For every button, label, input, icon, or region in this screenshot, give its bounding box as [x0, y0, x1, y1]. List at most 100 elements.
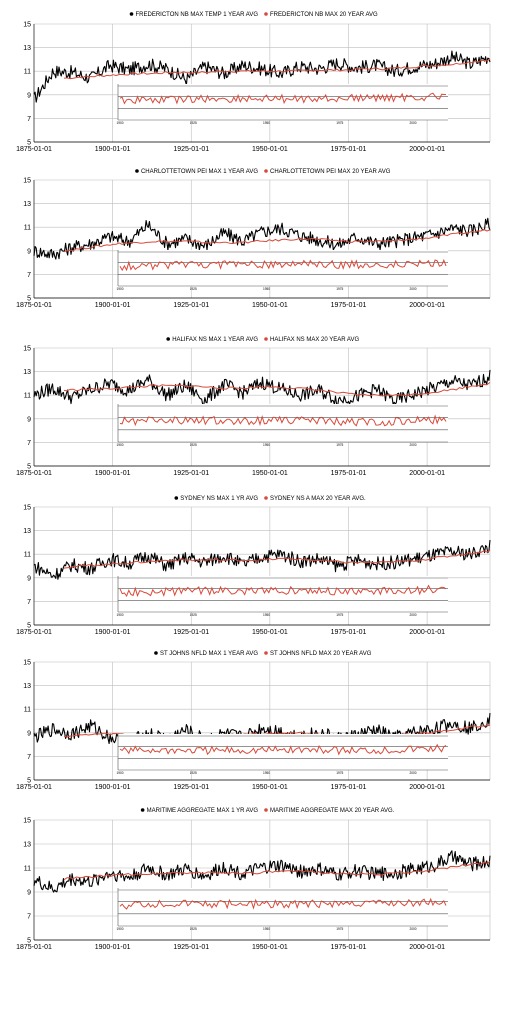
- inset-x-tick-label: 1975: [336, 287, 343, 291]
- y-tick-label: 5: [27, 623, 31, 630]
- inset-x-tick-label: 1950: [263, 443, 270, 447]
- series-1yr-avg-line: [33, 713, 491, 748]
- x-tick-label: 1925-01-01: [173, 470, 209, 477]
- inset-x-tick-label: 2000: [409, 771, 416, 775]
- legend: HALIFAX NS MAX 1 YEAR AVG HALIFAX NS MAX …: [166, 337, 359, 343]
- legend-marker-1: [166, 337, 170, 341]
- legend: FREDERICTON NB MAX TEMP 1 YEAR AVG FREDER…: [129, 12, 378, 18]
- x-tick-label: 1925-01-01: [173, 784, 209, 791]
- x-tick-label: 1925-01-01: [173, 944, 209, 951]
- y-tick-label: 9: [27, 416, 31, 423]
- inset-background: [118, 84, 448, 120]
- inset-x-tick-label: 1925: [190, 613, 197, 617]
- inset-series-line: [119, 92, 447, 105]
- y-tick-label: 7: [27, 599, 31, 606]
- y-tick-label: 11: [24, 707, 31, 714]
- inset-x-tick-label: 1900: [116, 613, 123, 617]
- y-tick-label: 5: [27, 464, 31, 471]
- legend-series-1: ST JOHNS NFLD MAX 1 YEAR AVG: [160, 651, 258, 657]
- x-tick-label: 1950-01-01: [252, 944, 288, 951]
- y-tick-label: 5: [27, 778, 31, 785]
- inset-x-tick-label: 1950: [263, 287, 270, 291]
- series-1yr-avg-line: [33, 50, 491, 103]
- x-tick-label: 2000-01-01: [409, 629, 445, 636]
- y-tick-label: 15: [23, 178, 31, 185]
- inset-x-tick-label: 1900: [116, 121, 123, 125]
- legend-series-2: CHARLOTTETOWN PEI MAX 20 YEAR AVG: [270, 169, 391, 175]
- y-tick-label: 13: [23, 528, 31, 535]
- x-tick-label: 2000-01-01: [409, 784, 445, 791]
- x-tick-label: 1950-01-01: [252, 470, 288, 477]
- inset-x-tick-label: 1900: [116, 443, 123, 447]
- legend-marker-2: [264, 169, 268, 173]
- chart-panel-4: SYDNEY NS MAX 1 YR AVG SYDNEY NS A MAX 20…: [16, 496, 491, 636]
- inset-chart: 1900 1925 1950 1975 2000: [116, 734, 448, 775]
- x-tick-label: 1950-01-01: [252, 629, 288, 636]
- inset-background: [118, 576, 448, 612]
- inset-chart: 1900 1925 1950 1975 2000: [116, 404, 448, 447]
- inset-x-tick-label: 1900: [116, 287, 123, 291]
- x-tick-label: 1875-01-01: [16, 944, 52, 951]
- y-tick-label: 13: [23, 201, 31, 208]
- inset-background: [118, 404, 448, 442]
- x-tick-label: 1925-01-01: [173, 146, 209, 153]
- inset-x-tick-label: 1950: [263, 927, 270, 931]
- inset-x-tick-label: 2000: [409, 613, 416, 617]
- x-tick-label: 1900-01-01: [95, 146, 131, 153]
- inset-x-tick-label: 1950: [263, 771, 270, 775]
- x-tick-label: 1975-01-01: [331, 470, 367, 477]
- legend-series-2: SYDNEY NS A MAX 20 YEAR AVG.: [270, 496, 366, 502]
- chart-panel-6: MARITIME AGGREGATE MAX 1 YR AVG MARITIME …: [16, 808, 491, 951]
- inset-background: [118, 250, 448, 286]
- legend-marker-2: [264, 808, 268, 812]
- legend-series-1: MARITIME AGGREGATE MAX 1 YR AVG: [147, 808, 259, 814]
- y-tick-label: 13: [23, 45, 31, 52]
- y-tick-label: 11: [24, 69, 31, 76]
- x-tick-label: 1875-01-01: [16, 470, 52, 477]
- series-1yr-avg-line: [33, 369, 491, 407]
- x-tick-label: 1975-01-01: [331, 302, 367, 309]
- x-tick-label: 1925-01-01: [173, 629, 209, 636]
- x-tick-label: 1950-01-01: [252, 302, 288, 309]
- legend: CHARLOTTETOWN PEI MAX 1 YEAR AVG CHARLOTT…: [135, 169, 391, 175]
- x-tick-label: 1900-01-01: [95, 470, 131, 477]
- y-tick-label: 13: [23, 369, 31, 376]
- x-tick-label: 1875-01-01: [16, 784, 52, 791]
- series-20yr-avg-line: [63, 58, 491, 80]
- series-1yr-avg-line: [33, 217, 491, 260]
- inset-series-line: [119, 584, 447, 598]
- legend-marker-2: [264, 12, 268, 16]
- legend-marker-2: [264, 496, 268, 500]
- inset-background: [118, 888, 448, 926]
- y-tick-label: 7: [27, 272, 31, 279]
- inset-x-tick-label: 1975: [336, 927, 343, 931]
- x-tick-label: 1900-01-01: [95, 944, 131, 951]
- inset-x-tick-label: 1900: [116, 927, 123, 931]
- x-tick-label: 2000-01-01: [409, 302, 445, 309]
- legend-series-1: FREDERICTON NB MAX TEMP 1 YEAR AVG: [136, 12, 259, 18]
- inset-x-tick-label: 1925: [190, 121, 197, 125]
- y-tick-label: 7: [27, 914, 31, 921]
- inset-x-tick-label: 1975: [336, 443, 343, 447]
- legend-series-1: CHARLOTTETOWN PEI MAX 1 YEAR AVG: [141, 169, 258, 175]
- x-tick-label: 2000-01-01: [409, 944, 445, 951]
- y-tick-label: 9: [27, 575, 31, 582]
- legend: SYDNEY NS MAX 1 YR AVG SYDNEY NS A MAX 20…: [174, 496, 366, 502]
- inset-chart: 1900 1925 1950 1975 2000: [116, 888, 448, 931]
- inset-x-tick-label: 1975: [336, 613, 343, 617]
- x-tick-label: 1975-01-01: [331, 146, 367, 153]
- x-tick-label: 1975-01-01: [331, 629, 367, 636]
- y-tick-label: 9: [27, 730, 31, 737]
- y-tick-label: 7: [27, 440, 31, 447]
- x-tick-label: 2000-01-01: [409, 470, 445, 477]
- legend-series-2: MARITIME AGGREGATE MAX 20 YEAR AVG.: [270, 808, 395, 814]
- inset-x-tick-label: 1925: [190, 771, 197, 775]
- inset-series-line: [119, 258, 447, 272]
- x-tick-label: 1875-01-01: [16, 146, 52, 153]
- inset-chart: 1900 1925 1950 1975 2000: [116, 84, 448, 125]
- inset-x-tick-label: 1900: [116, 771, 123, 775]
- inset-x-tick-label: 2000: [409, 443, 416, 447]
- series-1yr-avg-line: [33, 539, 491, 580]
- y-tick-label: 15: [23, 346, 31, 353]
